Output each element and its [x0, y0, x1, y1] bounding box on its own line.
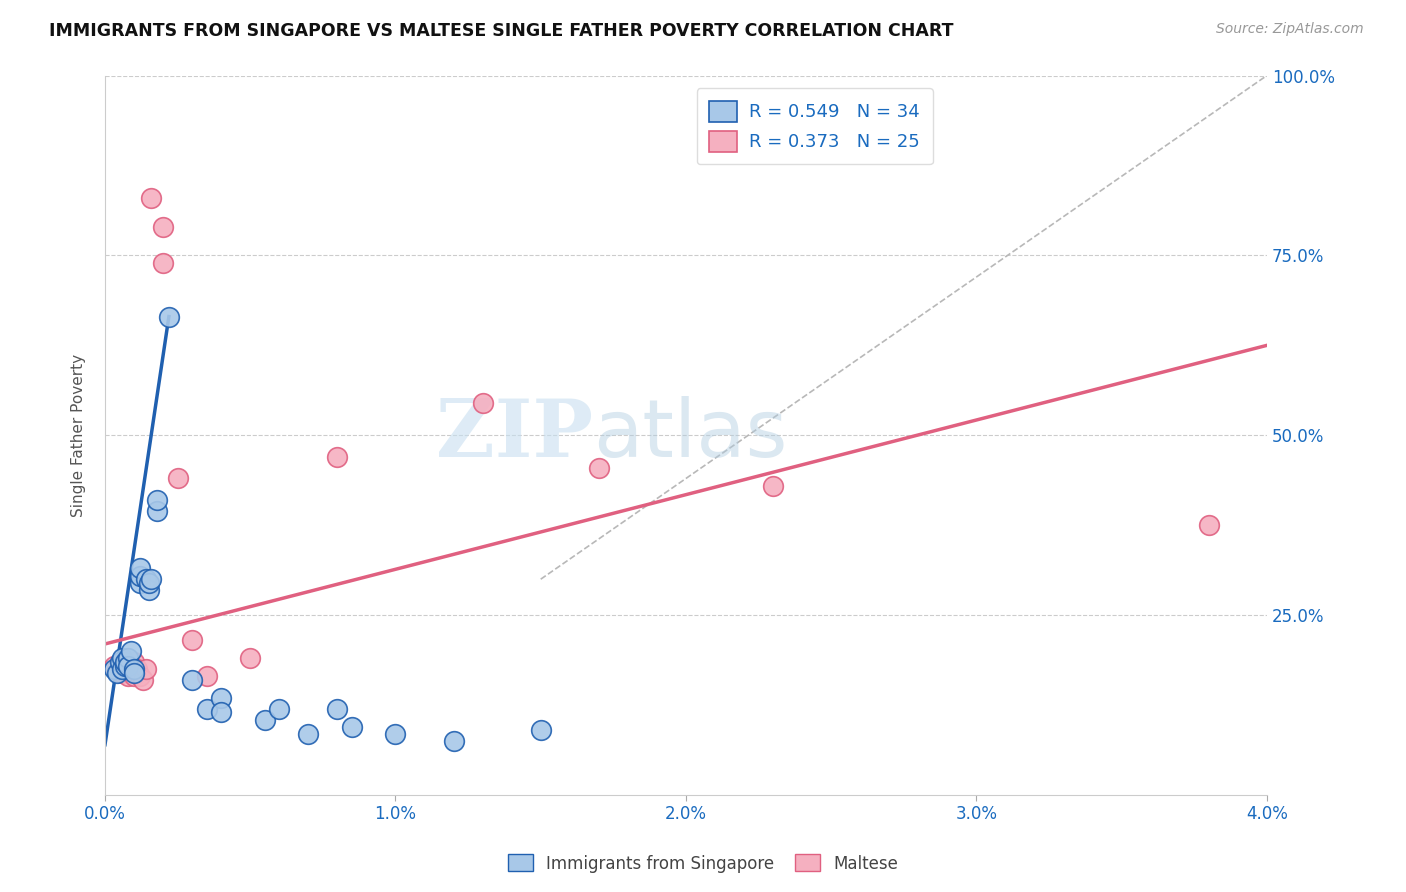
- Point: [135, 572, 157, 586]
- Point: [146, 493, 169, 508]
- Point: [253, 713, 276, 727]
- Point: [195, 702, 218, 716]
- Point: [122, 662, 145, 676]
- Point: [138, 575, 160, 590]
- Point: [105, 665, 128, 680]
- Point: [157, 310, 180, 324]
- Point: [146, 504, 169, 518]
- Point: [114, 658, 136, 673]
- Y-axis label: Single Father Poverty: Single Father Poverty: [72, 354, 86, 516]
- Point: [530, 723, 553, 738]
- Point: [105, 662, 128, 676]
- Point: [128, 669, 150, 683]
- Point: [141, 191, 163, 205]
- Point: [120, 662, 142, 676]
- Point: [135, 662, 157, 676]
- Point: [122, 665, 145, 680]
- Point: [269, 702, 291, 716]
- Text: atlas: atlas: [593, 396, 787, 475]
- Point: [132, 673, 155, 687]
- Point: [122, 655, 145, 669]
- Point: [111, 655, 134, 669]
- Point: [471, 396, 494, 410]
- Point: [326, 450, 349, 464]
- Point: [138, 582, 160, 597]
- Point: [128, 575, 150, 590]
- Point: [120, 644, 142, 658]
- Text: ZIP: ZIP: [436, 396, 593, 475]
- Point: [122, 669, 145, 683]
- Point: [588, 460, 610, 475]
- Point: [326, 702, 349, 716]
- Point: [384, 727, 406, 741]
- Point: [114, 662, 136, 676]
- Point: [111, 662, 134, 676]
- Point: [340, 720, 363, 734]
- Point: [152, 255, 174, 269]
- Point: [103, 662, 125, 676]
- Point: [117, 658, 139, 673]
- Point: [111, 651, 134, 665]
- Point: [117, 669, 139, 683]
- Point: [114, 655, 136, 669]
- Point: [128, 561, 150, 575]
- Point: [195, 669, 218, 683]
- Point: [117, 651, 139, 665]
- Point: [762, 478, 785, 492]
- Point: [111, 665, 134, 680]
- Point: [297, 727, 319, 741]
- Point: [141, 572, 163, 586]
- Point: [209, 690, 232, 705]
- Point: [103, 658, 125, 673]
- Point: [125, 662, 148, 676]
- Point: [152, 219, 174, 234]
- Point: [443, 734, 465, 748]
- Point: [108, 655, 131, 669]
- Point: [1198, 518, 1220, 533]
- Point: [181, 673, 204, 687]
- Text: Source: ZipAtlas.com: Source: ZipAtlas.com: [1216, 22, 1364, 37]
- Text: IMMIGRANTS FROM SINGAPORE VS MALTESE SINGLE FATHER POVERTY CORRELATION CHART: IMMIGRANTS FROM SINGAPORE VS MALTESE SIN…: [49, 22, 953, 40]
- Point: [181, 633, 204, 648]
- Legend: R = 0.549   N = 34, R = 0.373   N = 25: R = 0.549 N = 34, R = 0.373 N = 25: [697, 88, 932, 164]
- Point: [209, 706, 232, 720]
- Point: [239, 651, 262, 665]
- Legend: Immigrants from Singapore, Maltese: Immigrants from Singapore, Maltese: [502, 847, 904, 880]
- Point: [166, 471, 188, 485]
- Point: [128, 568, 150, 582]
